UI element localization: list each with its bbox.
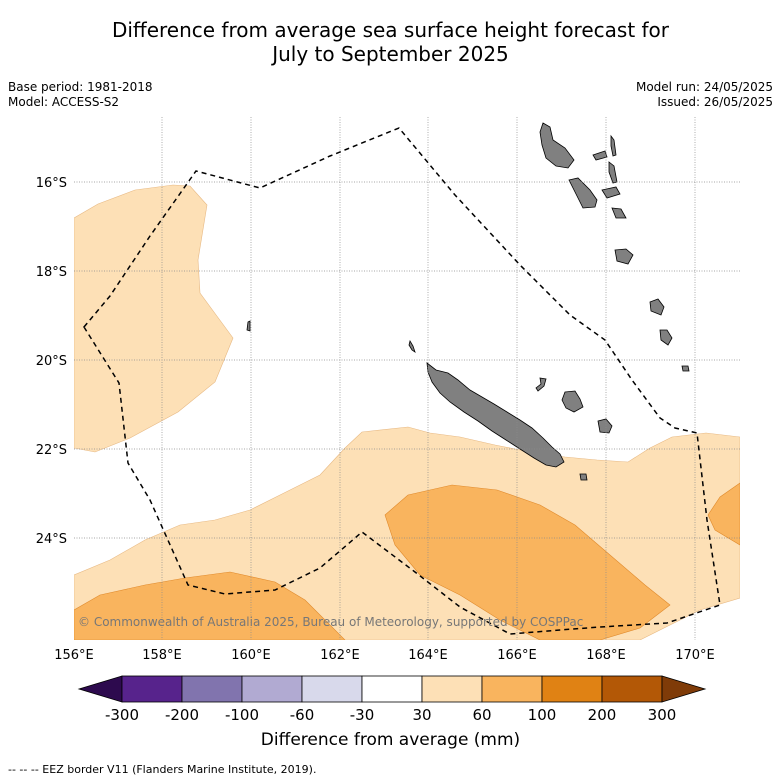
issued-date: Issued: 26/05/2025 bbox=[657, 95, 773, 109]
vanuatu-erromango bbox=[649, 298, 665, 316]
anomaly-30-60-west bbox=[74, 184, 234, 453]
lat-label-16s: 16°S bbox=[36, 176, 67, 191]
model-run: Model run: 24/05/2025 bbox=[635, 80, 773, 94]
cb-tick-7: 60 bbox=[472, 706, 491, 724]
vanuatu-ambae bbox=[592, 150, 608, 161]
cb-tick-2: -200 bbox=[165, 706, 199, 724]
cb-tick-6: 30 bbox=[412, 706, 431, 724]
eez-legend-footer: -- -- -- EEZ border V11 (Flanders Marine… bbox=[8, 763, 317, 776]
colorbar-title: Difference from average (mm) bbox=[260, 730, 521, 750]
lon-label-156: 156°E bbox=[54, 648, 94, 663]
lat-axis-labels: 16°S 18°S 20°S 22°S 24°S bbox=[36, 176, 67, 547]
colorbar-bin-6 bbox=[421, 675, 483, 703]
lon-label-164: 164°E bbox=[408, 648, 448, 663]
colorbar-bin-8 bbox=[541, 675, 603, 703]
title-line-1: Difference from average sea surface heig… bbox=[111, 18, 670, 42]
new-caledonia-landmass bbox=[426, 362, 565, 468]
anomaly-60-100-east bbox=[384, 484, 671, 640]
lon-label-160: 160°E bbox=[231, 648, 271, 663]
lat-label-18s: 18°S bbox=[36, 265, 67, 280]
anomaly-60-100-far-east bbox=[707, 482, 740, 546]
colorbar-bin-5 bbox=[361, 675, 423, 703]
vanuatu-espiritu-santo bbox=[539, 122, 575, 169]
lon-axis-labels: 156°E 158°E 160°E 162°E 164°E 166°E 168°… bbox=[54, 648, 715, 663]
eez-border bbox=[83, 127, 721, 635]
colorbar-bin-7 bbox=[481, 675, 543, 703]
colorbar-bin-4 bbox=[301, 675, 363, 703]
lon-label-158: 158°E bbox=[142, 648, 182, 663]
colorbar-bin-1 bbox=[121, 675, 183, 703]
island-isle-of-pines bbox=[579, 473, 588, 481]
gridlines bbox=[74, 117, 740, 640]
copyright-text: © Commonwealth of Australia 2025, Bureau… bbox=[78, 615, 583, 629]
colorbar-extend-high bbox=[661, 675, 707, 703]
colorbar bbox=[77, 675, 707, 703]
lat-label-22s: 22°S bbox=[36, 443, 67, 458]
base-period: Base period: 1981-2018 bbox=[8, 80, 153, 94]
lat-label-24s: 24°S bbox=[36, 532, 67, 547]
vanuatu-malakula bbox=[568, 177, 598, 209]
cb-tick-4: -60 bbox=[290, 706, 315, 724]
vanuatu-ambrym bbox=[601, 186, 621, 199]
island-ouvea bbox=[535, 377, 547, 392]
island-mare bbox=[597, 418, 613, 434]
island-chesterfield bbox=[246, 320, 251, 332]
chart-title: Difference from average sea surface heig… bbox=[0, 18, 781, 66]
island-belep bbox=[408, 339, 416, 353]
vanuatu-pentecost bbox=[608, 161, 618, 184]
cb-tick-1: -300 bbox=[105, 706, 139, 724]
lon-label-170: 170°E bbox=[675, 648, 715, 663]
colorbar-bin-9 bbox=[601, 675, 663, 703]
vanuatu-maewo bbox=[610, 134, 617, 157]
vanuatu-tanna bbox=[659, 329, 673, 346]
cb-tick-10: 300 bbox=[648, 706, 677, 724]
cb-tick-3: -100 bbox=[225, 706, 259, 724]
colorbar-bin-3 bbox=[241, 675, 303, 703]
colorbar-bin-2 bbox=[181, 675, 243, 703]
lon-label-168: 168°E bbox=[586, 648, 626, 663]
meta-left: Base period: 1981-2018 Model: ACCESS-S2 bbox=[8, 80, 153, 110]
colorbar-extend-low bbox=[77, 675, 123, 703]
meta-right: Model run: 24/05/2025 Issued: 26/05/2025 bbox=[636, 80, 773, 110]
lat-label-20s: 20°S bbox=[36, 354, 67, 369]
title-line-2: July to September 2025 bbox=[272, 42, 509, 66]
vanuatu-aneityum bbox=[681, 365, 690, 372]
cb-tick-9: 200 bbox=[588, 706, 617, 724]
vanuatu-efate bbox=[614, 248, 634, 265]
colorbar-ticks: -300 -200 -100 -60 -30 30 60 100 200 300 bbox=[105, 706, 676, 724]
lon-label-162: 162°E bbox=[320, 648, 360, 663]
cb-tick-5: -30 bbox=[350, 706, 375, 724]
vanuatu-epi bbox=[611, 207, 627, 219]
model-name: Model: ACCESS-S2 bbox=[8, 95, 120, 109]
lon-label-166: 166°E bbox=[497, 648, 537, 663]
cb-tick-8: 100 bbox=[528, 706, 557, 724]
island-lifou bbox=[561, 390, 584, 413]
map-area: © Commonwealth of Australia 2025, Bureau… bbox=[74, 117, 740, 640]
